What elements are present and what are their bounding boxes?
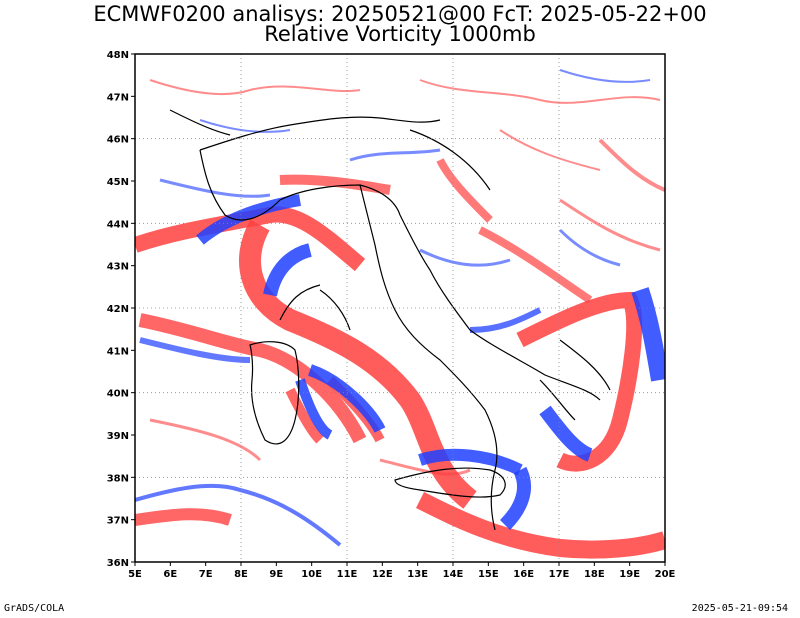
vorticity-contours bbox=[135, 69, 665, 559]
lon-label: 12E bbox=[372, 569, 393, 580]
lat-label: 40N bbox=[107, 389, 129, 400]
generation-timestamp: 2025-05-21-09:54 bbox=[691, 603, 788, 614]
lat-label: 45N bbox=[107, 177, 129, 188]
lat-label: 38N bbox=[107, 473, 129, 484]
lat-label: 44N bbox=[107, 219, 129, 230]
lon-label: 9E bbox=[269, 569, 283, 580]
lat-label: 43N bbox=[107, 262, 129, 273]
lon-label: 19E bbox=[619, 569, 640, 580]
lon-label: 17E bbox=[549, 569, 570, 580]
lon-label: 6E bbox=[163, 569, 177, 580]
lon-label: 14E bbox=[443, 569, 464, 580]
software-credit: GrADS/COLA bbox=[4, 603, 65, 614]
positive-vorticity-contours bbox=[135, 79, 665, 559]
lon-label: 13E bbox=[407, 569, 428, 580]
lat-label: 37N bbox=[107, 516, 129, 527]
lon-label: 16E bbox=[513, 569, 534, 580]
lon-label: 8E bbox=[234, 569, 248, 580]
lon-label: 18E bbox=[584, 569, 605, 580]
axis-ticks bbox=[131, 53, 666, 566]
lon-label: 7E bbox=[199, 569, 213, 580]
lon-label: 20E bbox=[655, 569, 676, 580]
lon-label: 5E bbox=[128, 569, 142, 580]
lat-label: 36N bbox=[107, 558, 129, 569]
lon-label: 10E bbox=[301, 569, 322, 580]
lat-label: 41N bbox=[107, 346, 129, 357]
lat-label: 48N bbox=[107, 50, 129, 61]
negative-vorticity-contours bbox=[135, 69, 665, 547]
lon-axis: 5E 6E 7E 8E 9E 10E 11E 12E 13E 14E 15E 16E 17E 18E 19E… bbox=[128, 569, 675, 580]
lon-label: 11E bbox=[337, 569, 358, 580]
map-subtitle: Relative Vorticity 1000mb bbox=[264, 22, 536, 46]
lat-label: 47N bbox=[107, 92, 129, 103]
lat-label: 42N bbox=[107, 304, 129, 315]
lat-label: 46N bbox=[107, 135, 129, 146]
lat-lon-grid bbox=[135, 54, 665, 562]
lat-label: 39N bbox=[107, 431, 129, 442]
map-title: ECMWF0200 analisys: 20250521@00 FcT: 202… bbox=[93, 2, 707, 26]
lon-label: 15E bbox=[478, 569, 499, 580]
country-borders bbox=[169, 109, 611, 531]
lat-axis: 36N 37N 38N 39N 40N 41N 42N 43N 44N 45N 46N 47N 48N bbox=[107, 50, 129, 569]
